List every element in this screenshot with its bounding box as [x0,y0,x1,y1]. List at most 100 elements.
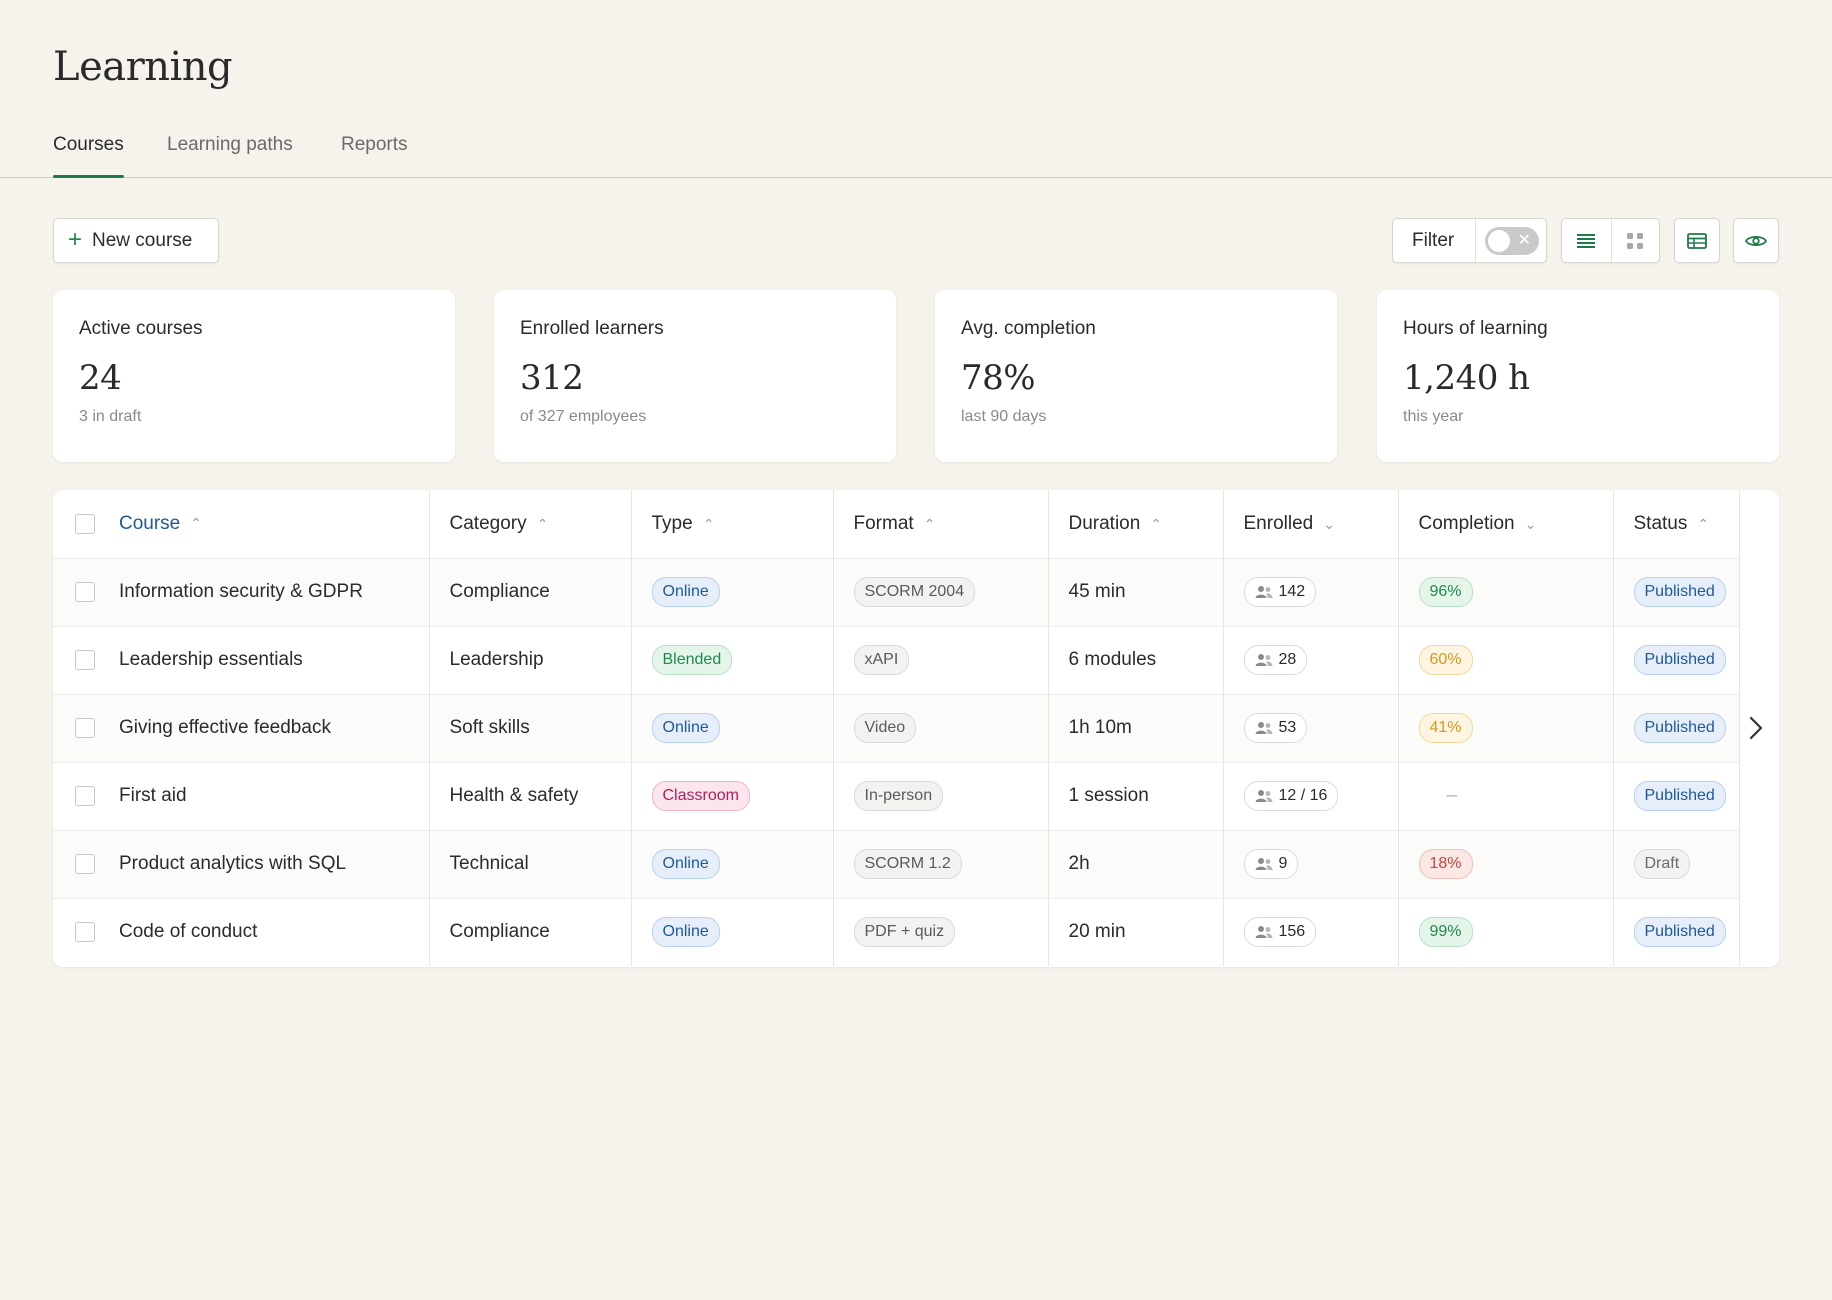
stat-value: 1,240 h [1403,358,1530,398]
filter-button[interactable]: Filter [1393,219,1476,262]
format-badge: PDF + quiz [853,917,956,948]
type-badge: Online [651,577,720,607]
cell-category: Technical [429,830,632,899]
column-header-category[interactable]: Category ⌃ [429,490,632,559]
table-header-row: Course ⌃ Category ⌃ Type ⌃ Format ⌃ Duratio… [53,490,1740,559]
course-name[interactable]: Code of conduct [119,921,258,943]
cell-enrolled: 28 [1223,626,1399,695]
chevron-down-icon: ⌄ [1323,515,1335,532]
cell-status: Published [1613,626,1740,695]
cell-type: Online [631,898,834,966]
tab-reports[interactable]: Reports [341,134,408,155]
completion-badge: 99% [1418,917,1473,948]
filter-toggle[interactable]: ✕ [1485,226,1539,255]
duration-text: 20 min [1068,921,1126,943]
cell-type: Blended [631,626,834,695]
status-badge: Draft [1633,849,1691,879]
cell-completion: 96% [1398,558,1614,627]
column-header-enrolled[interactable]: Enrolled ⌄ [1223,490,1399,559]
category-text: Compliance [449,921,550,943]
new-course-button[interactable]: + New course [53,218,219,263]
table-row[interactable]: Leadership essentials Leadership Blended xA… [53,626,1740,695]
scroll-right-button[interactable] [1740,710,1772,746]
course-name[interactable]: First aid [119,785,187,806]
cell-category: Compliance [429,898,632,966]
course-name[interactable]: Leadership essentials [119,649,303,670]
stat-value: 24 [79,358,122,398]
completion-badge: 60% [1418,645,1473,675]
row-checkbox[interactable] [75,718,95,738]
cell-type: Classroom [631,762,834,831]
stat-label: Enrolled learners [520,318,664,339]
chevron-up-icon: ⌃ [702,515,715,532]
cell-completion: 99% [1398,898,1614,966]
cell-status: Published [1613,898,1740,966]
row-checkbox[interactable] [75,854,95,874]
column-header-completion[interactable]: Completion ⌄ [1398,490,1614,559]
table-row[interactable]: Product analytics with SQL Technical Onlin… [53,830,1740,899]
row-checkbox[interactable] [75,582,95,602]
column-header-course[interactable]: Course ⌃ [53,490,430,559]
enrolled-count: 156 [1278,923,1306,941]
view-switcher [1561,218,1660,263]
category-text: Health & safety [449,785,579,806]
list-view-button[interactable] [1562,219,1611,262]
course-name[interactable]: Giving effective feedback [119,717,331,738]
grid-view-button[interactable] [1610,219,1660,262]
cell-completion: 41% [1398,694,1614,763]
eye-icon [1745,235,1767,246]
cell-enrolled: 53 [1223,694,1399,763]
tab-courses[interactable]: Courses [53,134,124,178]
cell-duration: 20 min [1048,898,1224,966]
column-label: Format [853,512,914,534]
course-name[interactable]: Product analytics with SQL [119,853,347,874]
table-row[interactable]: First aid Health & safety Classroom In-pers… [53,762,1740,831]
column-header-type[interactable]: Type ⌃ [631,490,834,559]
cell-course: Information security & GDPR [53,558,430,627]
table-settings-button[interactable] [1674,218,1720,263]
cell-enrolled: 142 [1223,558,1399,627]
format-badge: xAPI [853,645,910,675]
column-header-status[interactable]: Status ⌃ [1613,490,1740,559]
type-badge: Blended [651,645,733,675]
duration-text: 2h [1068,853,1090,874]
row-checkbox[interactable] [75,786,95,806]
duration-text: 45 min [1068,581,1126,602]
cell-format: PDF + quiz [833,898,1049,966]
cell-enrolled: 12 / 16 [1223,762,1399,831]
cell-course: First aid [53,762,430,831]
status-badge: Published [1633,781,1726,811]
cell-enrolled: 9 [1223,830,1399,899]
category-text: Compliance [449,581,550,602]
table-row[interactable]: Giving effective feedback Soft skills Onli… [53,694,1740,763]
list-icon [1577,233,1596,248]
tab-learning-paths[interactable]: Learning paths [167,134,293,155]
course-name[interactable]: Information security & GDPR [119,581,363,602]
column-label: Category [449,512,527,534]
select-all-checkbox[interactable] [75,513,95,534]
status-badge: Published [1633,713,1726,743]
row-checkbox[interactable] [75,922,95,943]
duration-text: 1 session [1068,785,1149,806]
cell-type: Online [631,830,834,899]
table-row[interactable]: Code of conduct Compliance Online PDF + qui… [53,898,1740,966]
cell-enrolled: 156 [1223,898,1399,966]
column-header-format[interactable]: Format ⌃ [833,490,1049,559]
cell-status: Published [1613,694,1740,763]
enrolled-count: 142 [1278,583,1306,600]
enrolled-count: 9 [1278,855,1288,872]
row-checkbox[interactable] [75,650,95,670]
stat-sub: 3 in draft [79,408,142,425]
category-text: Leadership [449,649,544,670]
category-text: Soft skills [449,717,530,738]
format-badge: Video [853,713,917,743]
table-row[interactable]: Information security & GDPR Compliance Onl… [53,558,1740,627]
column-header-duration[interactable]: Duration ⌃ [1048,490,1224,559]
completion-badge: 41% [1418,713,1473,743]
chevron-down-icon: ⌄ [1524,515,1537,532]
visibility-button[interactable] [1733,218,1779,263]
enrolled-count: 53 [1278,719,1297,736]
status-badge: Published [1633,645,1726,675]
cell-course: Product analytics with SQL [53,830,430,899]
cell-category: Health & safety [429,762,632,831]
